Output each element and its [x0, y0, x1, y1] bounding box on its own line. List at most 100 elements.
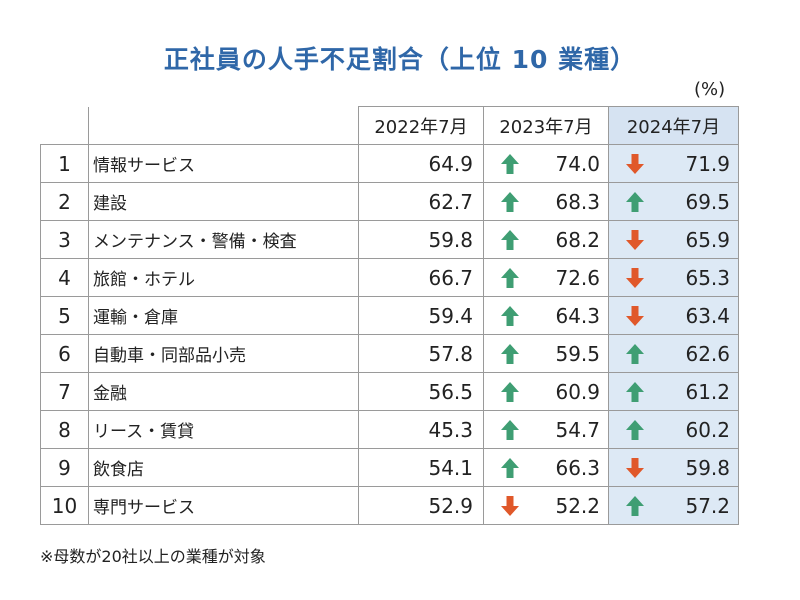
down-arrow-icon: [500, 495, 520, 517]
value-2023-cell: 52.2: [483, 486, 609, 525]
up-arrow-icon: [500, 229, 520, 251]
value-2023-cell: 68.2: [483, 220, 609, 259]
value-2023: 54.7: [555, 417, 600, 442]
footnote: ※母数が20社以上の業種が対象: [40, 547, 266, 566]
value-2023: 68.2: [555, 227, 600, 252]
industry-name-cell: 情報サービス: [88, 144, 359, 183]
table-row: 8 リース・賃貸 45.3 54.7 60.2: [40, 410, 739, 449]
table-row: 9 飲食店 54.1 66.3 59.8: [40, 448, 739, 487]
rank-cell: 1: [40, 144, 89, 183]
up-arrow-icon: [500, 191, 520, 213]
up-arrow-icon: [625, 381, 645, 403]
value-2024: 71.9: [685, 151, 730, 176]
down-arrow-icon: [625, 457, 645, 479]
industry-name-cell: 建設: [88, 182, 359, 221]
value-2023: 66.3: [555, 455, 600, 480]
up-arrow-icon: [500, 381, 520, 403]
up-arrow-icon: [500, 419, 520, 441]
value-2024-cell: 60.2: [608, 410, 739, 449]
value-2022-cell: 57.8: [358, 334, 484, 373]
value-2024-cell: 62.6: [608, 334, 739, 373]
industry-name-cell: メンテナンス・警備・検査: [88, 220, 359, 259]
ranking-table: 2022年7月 2023年7月 2024年7月 1 情報サービス 64.9 74.0 7…: [40, 106, 739, 525]
value-2022-cell: 59.8: [358, 220, 484, 259]
unit-label: (%): [694, 79, 726, 100]
value-2022-cell: 56.5: [358, 372, 484, 411]
value-2024: 60.2: [685, 417, 730, 442]
value-2024: 63.4: [685, 303, 730, 328]
up-arrow-icon: [500, 343, 520, 365]
up-arrow-icon: [500, 457, 520, 479]
value-2022-cell: 66.7: [358, 258, 484, 297]
up-arrow-icon: [625, 343, 645, 365]
up-arrow-icon: [625, 419, 645, 441]
value-2022-cell: 45.3: [358, 410, 484, 449]
value-2024: 59.8: [685, 455, 730, 480]
value-2023: 72.6: [555, 265, 600, 290]
industry-name-cell: 専門サービス: [88, 486, 359, 525]
value-2023-cell: 59.5: [483, 334, 609, 373]
value-2023-cell: 74.0: [483, 144, 609, 183]
value-2024: 69.5: [685, 189, 730, 214]
value-2023-cell: 72.6: [483, 258, 609, 297]
rank-cell: 3: [40, 220, 89, 259]
value-2023-cell: 66.3: [483, 448, 609, 487]
header-row: 2022年7月 2023年7月 2024年7月: [40, 106, 739, 145]
industry-name-cell: 金融: [88, 372, 359, 411]
header-2023: 2023年7月: [483, 106, 609, 145]
value-2024-cell: 61.2: [608, 372, 739, 411]
value-2024-cell: 59.8: [608, 448, 739, 487]
value-2024: 57.2: [685, 493, 730, 518]
value-2022-cell: 54.1: [358, 448, 484, 487]
value-2024: 65.3: [685, 265, 730, 290]
table-row: 7 金融 56.5 60.9 61.2: [40, 372, 739, 411]
value-2023-cell: 54.7: [483, 410, 609, 449]
value-2023: 74.0: [555, 151, 600, 176]
rank-cell: 10: [40, 486, 89, 525]
down-arrow-icon: [625, 305, 645, 327]
rank-cell: 6: [40, 334, 89, 373]
value-2024: 62.6: [685, 341, 730, 366]
table-row: 1 情報サービス 64.9 74.0 71.9: [40, 144, 739, 183]
value-2024: 61.2: [685, 379, 730, 404]
industry-name-cell: リース・賃貸: [88, 410, 359, 449]
header-blank-rank: [40, 106, 89, 145]
up-arrow-icon: [500, 153, 520, 175]
value-2022-cell: 62.7: [358, 182, 484, 221]
value-2023-cell: 68.3: [483, 182, 609, 221]
industry-name-cell: 飲食店: [88, 448, 359, 487]
value-2023: 64.3: [555, 303, 600, 328]
up-arrow-icon: [500, 305, 520, 327]
industry-name-cell: 自動車・同部品小売: [88, 334, 359, 373]
value-2023: 68.3: [555, 189, 600, 214]
value-2024-cell: 57.2: [608, 486, 739, 525]
header-blank-name: [88, 106, 359, 145]
chart-title: 正社員の人手不足割合（上位 10 業種）: [163, 45, 637, 74]
rank-cell: 4: [40, 258, 89, 297]
table-row: 2 建設 62.7 68.3 69.5: [40, 182, 739, 221]
value-2024-cell: 65.9: [608, 220, 739, 259]
table-row: 10 専門サービス 52.9 52.2 57.2: [40, 486, 739, 525]
down-arrow-icon: [625, 229, 645, 251]
table-row: 4 旅館・ホテル 66.7 72.6 65.3: [40, 258, 739, 297]
value-2022-cell: 59.4: [358, 296, 484, 335]
value-2022-cell: 64.9: [358, 144, 484, 183]
rank-cell: 5: [40, 296, 89, 335]
rank-cell: 2: [40, 182, 89, 221]
industry-name-cell: 運輸・倉庫: [88, 296, 359, 335]
value-2023: 52.2: [555, 493, 600, 518]
value-2024-cell: 71.9: [608, 144, 739, 183]
value-2024-cell: 63.4: [608, 296, 739, 335]
rank-cell: 7: [40, 372, 89, 411]
table-row: 3 メンテナンス・警備・検査 59.8 68.2 65.9: [40, 220, 739, 259]
down-arrow-icon: [625, 267, 645, 289]
industry-name-cell: 旅館・ホテル: [88, 258, 359, 297]
value-2023-cell: 60.9: [483, 372, 609, 411]
header-2024: 2024年7月: [608, 106, 739, 145]
table-row: 6 自動車・同部品小売 57.8 59.5 62.6: [40, 334, 739, 373]
up-arrow-icon: [625, 191, 645, 213]
value-2024-cell: 69.5: [608, 182, 739, 221]
table-row: 5 運輸・倉庫 59.4 64.3 63.4: [40, 296, 739, 335]
header-2022: 2022年7月: [358, 106, 484, 145]
up-arrow-icon: [625, 495, 645, 517]
